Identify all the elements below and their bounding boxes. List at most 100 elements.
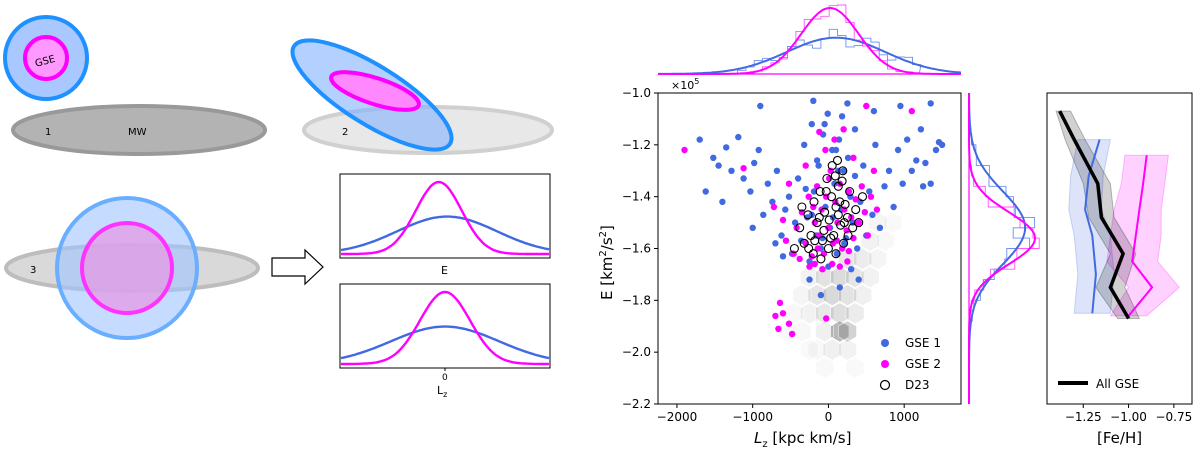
gse2-point (772, 312, 779, 320)
gse1-point (769, 198, 776, 205)
gse1-point (840, 167, 847, 174)
gse1-point (881, 183, 888, 190)
gse1-point (927, 180, 934, 187)
offset-text: ×105 (671, 77, 699, 92)
gse1-point (894, 146, 902, 154)
d23-point (814, 212, 824, 222)
d23-point (854, 218, 864, 228)
feh-gse2-line (1127, 155, 1154, 317)
gse2-point (770, 203, 778, 211)
feh-all-gse-line (1058, 110, 1131, 320)
right-kde-gse1 (968, 93, 1027, 404)
y-tick-label: −1.4 (622, 190, 651, 204)
gse1-point (802, 185, 809, 193)
schematic-panel-3: 3 (4, 196, 260, 340)
gse1-point (854, 245, 861, 252)
feh-panel: −1.25 −1.00 −0.75 [Fe/H] All GSE (1046, 92, 1193, 447)
dist-panel-Lz: 0 Lz (339, 283, 551, 399)
gse1-point (917, 126, 925, 133)
gse2-point (838, 245, 846, 252)
gse1-point (908, 167, 915, 174)
hexbin-cell (838, 338, 857, 361)
gse2-point (852, 196, 859, 203)
d23-point (809, 197, 819, 207)
gse1-point (815, 162, 822, 169)
d23-point (851, 205, 861, 215)
hexbin-cell (868, 248, 888, 270)
d23-point (812, 218, 822, 228)
d23-point (857, 192, 868, 202)
d23-point (842, 212, 852, 222)
gse1-point (913, 157, 920, 164)
gse2-point (873, 206, 881, 213)
gse1-point (851, 172, 859, 180)
gse1-point (778, 232, 785, 239)
dist-E-gse1-curve (340, 215, 550, 252)
y-tick-label: −1.2 (622, 138, 651, 152)
gse1-point (860, 162, 867, 169)
gse1-point (810, 97, 817, 105)
legend-marker-d23 (879, 379, 891, 391)
dist-Lz-gse1-curve (340, 325, 550, 360)
gse1-point (872, 141, 879, 148)
feh-gse1-band (1068, 139, 1115, 314)
y-tick-label: −2.0 (622, 345, 651, 359)
gse2-point (788, 330, 796, 338)
feh-gse2-band (1106, 154, 1180, 317)
top-kde-gse1 (658, 36, 962, 75)
right-marginal-panel (968, 93, 1040, 404)
gse2-point (806, 263, 813, 270)
gse1-point (870, 107, 878, 115)
dist-Lz-gse2-curve (341, 290, 549, 366)
legend-label-gse1: GSE 1 (905, 336, 941, 350)
feh-axes-frame (1046, 92, 1193, 405)
gse1-point (710, 154, 717, 161)
gse2-point (805, 193, 812, 200)
feh-tick-label: −1.25 (1065, 410, 1102, 424)
feh-tick-label: −1.00 (1110, 410, 1147, 424)
gse2-point (681, 146, 688, 154)
y-tick-label: −2.2 (622, 397, 651, 411)
hexbin-cell (845, 302, 865, 325)
dist-Lz-tick: 0 (442, 373, 448, 383)
gse1-point (791, 219, 799, 226)
gse2-point (863, 102, 870, 110)
gse2-point (870, 167, 878, 174)
gse2-point (793, 224, 800, 231)
hexbin-cell (800, 338, 819, 361)
gse1-point (855, 276, 862, 283)
gse1-point (810, 188, 818, 195)
gse2-point (831, 136, 838, 143)
d23-point (843, 230, 853, 241)
gse2-point (779, 216, 787, 224)
dist-panel-E: E (339, 173, 551, 277)
gse1-point (696, 136, 703, 143)
gse-inner-1 (23, 35, 69, 81)
d23-point (803, 210, 813, 220)
gse1-point (844, 100, 851, 107)
gse1-point (749, 224, 756, 231)
arrow-icon (271, 248, 324, 286)
hexbin-cell (815, 356, 834, 379)
gse1-point (841, 240, 848, 247)
main-legend: GSE 1 GSE 2 D23 (879, 336, 941, 392)
top-hist-gse2 (737, 4, 923, 75)
main-x-ticks: −2000 −1000 0 1000 (657, 404, 919, 424)
hexbin-cell (853, 248, 872, 270)
hexbin-cell (815, 320, 834, 343)
d23-point (823, 243, 833, 254)
d23-point (845, 186, 855, 197)
y-tick-label: −1.6 (622, 242, 651, 256)
gse1-points (696, 97, 946, 299)
y-tick-label: −1.0 (622, 86, 651, 100)
gse2-point (776, 299, 784, 307)
gse1-point (813, 157, 821, 164)
right-hist-gse2 (968, 113, 1040, 353)
gse1-point (821, 120, 828, 128)
gse1-point (932, 146, 940, 154)
gse2-point (740, 165, 747, 172)
gse1-point (751, 159, 758, 167)
d23-point (838, 166, 848, 176)
gse1-point (876, 224, 884, 231)
gse2-point (785, 320, 793, 327)
